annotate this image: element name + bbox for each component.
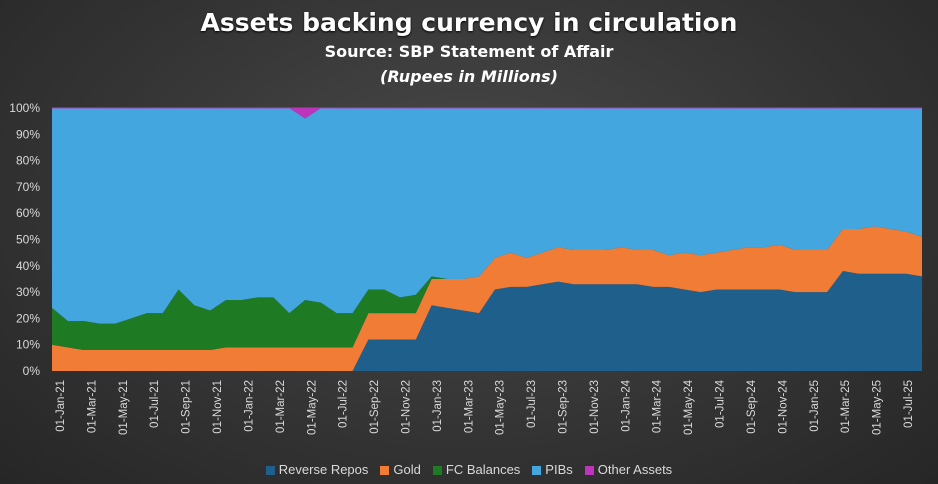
legend-swatch bbox=[584, 466, 594, 476]
legend: Reverse Repos Gold FC Balances PIBs Other As… bbox=[0, 462, 938, 477]
y-tick-label: 20% bbox=[16, 311, 40, 325]
x-tick-label: 01-Sep-24 bbox=[746, 379, 758, 433]
x-tick-label: 01-Jan-22 bbox=[243, 380, 255, 432]
x-tick-label: 01-Mar-23 bbox=[463, 380, 475, 433]
y-tick-label: 80% bbox=[16, 154, 40, 168]
y-tick-label: 90% bbox=[16, 127, 40, 141]
x-tick-label: 01-Jan-21 bbox=[55, 380, 67, 432]
area-pibs bbox=[52, 108, 922, 324]
x-tick-label: 01-Mar-24 bbox=[652, 379, 664, 433]
x-tick-label: 01-Sep-23 bbox=[558, 380, 570, 434]
x-tick-label: 01-Jul-21 bbox=[149, 380, 161, 428]
y-tick-label: 40% bbox=[16, 259, 40, 273]
x-axis: 01-Jan-21 01-Mar-21 01-May-21 01-Jul-21 01-S… bbox=[55, 379, 915, 435]
x-tick-label: 01-Jul-23 bbox=[526, 380, 538, 428]
legend-swatch bbox=[380, 466, 390, 476]
y-tick-label: 30% bbox=[16, 285, 40, 299]
y-tick-label: 100% bbox=[9, 101, 40, 115]
legend-swatch bbox=[532, 466, 542, 476]
x-tick-label: 01-Mar-22 bbox=[275, 380, 287, 433]
legend-item-reverse-repos: Reverse Repos bbox=[265, 462, 369, 477]
y-tick-label: 10% bbox=[16, 338, 40, 352]
x-tick-label: 01-Sep-22 bbox=[369, 380, 381, 434]
legend-label: PIBs bbox=[545, 462, 573, 477]
chart-subtitle: Source: SBP Statement of Affair bbox=[324, 42, 614, 61]
legend-item-other-assets: Other Assets bbox=[584, 462, 673, 477]
legend-item-pibs: PIBs bbox=[532, 462, 573, 477]
x-tick-label: 01-Jul-24 bbox=[715, 379, 727, 428]
area-reverse-repos bbox=[52, 271, 922, 371]
legend-label: Other Assets bbox=[597, 462, 673, 477]
x-tick-label: 01-May-21 bbox=[118, 380, 130, 435]
unit-note: (Rupees in Millions) bbox=[380, 67, 558, 86]
chart-title: Assets backing currency in circulation bbox=[200, 8, 738, 37]
x-tick-label: 01-Mar-21 bbox=[86, 380, 98, 433]
y-axis: 0% 10% 20% 30% 40% 50% 60% 70% 80% 90% 100% bbox=[9, 101, 40, 378]
x-tick-label: 01-Nov-21 bbox=[212, 380, 224, 434]
y-tick-label: 70% bbox=[16, 180, 40, 194]
legend-swatch bbox=[265, 466, 275, 476]
legend-label: FC Balances bbox=[445, 462, 521, 477]
x-tick-label: 01-Nov-24 bbox=[777, 379, 789, 433]
y-tick-label: 50% bbox=[16, 233, 40, 247]
x-tick-label: 01-Jan-23 bbox=[432, 380, 444, 432]
x-tick-label: 01-May-23 bbox=[495, 380, 507, 435]
x-tick-label: 01-Sep-21 bbox=[181, 380, 193, 434]
x-tick-label: 01-Jul-25 bbox=[903, 380, 915, 428]
legend-label: Reverse Repos bbox=[278, 462, 369, 477]
x-tick-label: 01-May-24 bbox=[683, 379, 695, 435]
y-tick-label: 60% bbox=[16, 206, 40, 220]
legend-swatch bbox=[432, 466, 442, 476]
legend-item-fc-balances: FC Balances bbox=[432, 462, 521, 477]
legend-label: Gold bbox=[393, 462, 421, 477]
area-fc-balances bbox=[52, 226, 922, 350]
x-tick-label: 01-Nov-23 bbox=[589, 380, 601, 434]
y-tick-label: 0% bbox=[23, 364, 41, 378]
x-tick-label: 01-Jan-25 bbox=[809, 380, 821, 432]
x-tick-label: 01-Jul-22 bbox=[338, 380, 350, 428]
x-tick-label: 01-Mar-25 bbox=[840, 380, 852, 433]
area-gold bbox=[52, 226, 922, 371]
x-tick-label: 01-Nov-22 bbox=[400, 380, 412, 434]
x-tick-label: 01-Jan-24 bbox=[620, 379, 632, 431]
x-tick-label: 01-May-25 bbox=[872, 380, 884, 435]
area-layer bbox=[52, 107, 922, 371]
legend-item-gold: Gold bbox=[380, 462, 421, 477]
x-tick-label: 01-May-22 bbox=[306, 380, 318, 435]
